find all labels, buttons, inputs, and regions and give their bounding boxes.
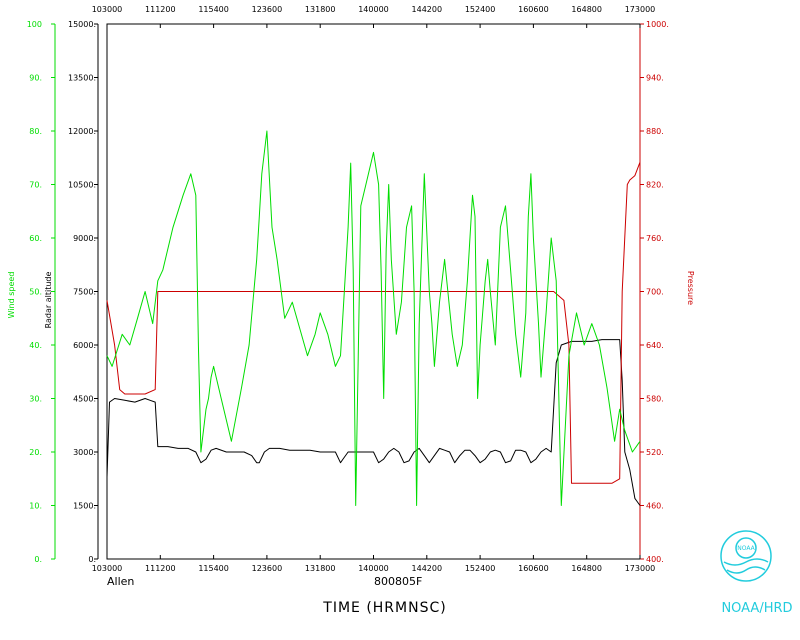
x-axis-bottom-tick-label: 115400 [198, 564, 229, 573]
wind-speed-axis-tick-label: 40. [29, 341, 42, 350]
pressure-axis-tick-label: 880. [646, 127, 664, 136]
x-axis-top-tick-label: 111200 [145, 5, 176, 14]
storm-name: Allen [107, 575, 134, 588]
x-axis-top-tick-label: 103000 [92, 5, 123, 14]
x-axis-bottom-tick-label: 111200 [145, 564, 176, 573]
radar-altitude-axis-tick-label: 7500. [73, 288, 96, 297]
x-axis-bottom-tick-label: 144200 [412, 564, 443, 573]
wind-speed-axis-tick-label: 0. [34, 555, 42, 564]
pressure-axis-tick-label: 460. [646, 502, 664, 511]
x-axis-top-tick-label: 144200 [412, 5, 443, 14]
pressure-axis-tick-label: 700. [646, 288, 664, 297]
x-axis-top-tick-label: 152400 [465, 5, 496, 14]
x-axis-top-tick-label: 123600 [252, 5, 283, 14]
pressure-axis-label: Pressure [686, 271, 695, 305]
x-axis-bottom-tick-label: 164800 [571, 564, 602, 573]
x-axis-top-tick-label: 164800 [571, 5, 602, 14]
pressure-axis-tick-label: 940. [646, 74, 664, 83]
wind-speed-axis-tick-label: 50. [29, 288, 42, 297]
wind-speed-axis-tick-label: 70. [29, 181, 42, 190]
x-axis-top-tick-label: 131800 [305, 5, 336, 14]
pressure-axis-tick-label: 760. [646, 234, 664, 243]
x-axis-top-tick-label: 173000 [625, 5, 656, 14]
x-axis-bottom-tick-label: 123600 [252, 564, 283, 573]
radar-altitude-axis-tick-label: 13500. [68, 74, 96, 83]
noaa-emblem-text: NOAA [737, 545, 755, 552]
x-axis-bottom-tick-label: 140000 [358, 564, 389, 573]
pressure-axis-tick-label: 1000. [646, 20, 669, 29]
pressure-axis-tick-label: 820. [646, 181, 664, 190]
wind-speed-axis-tick-label: 20. [29, 448, 42, 457]
pressure-axis-tick-label: 640. [646, 341, 664, 350]
wind-speed-axis-tick-label: 10. [29, 502, 42, 511]
pressure-axis-tick-label: 520. [646, 448, 664, 457]
x-axis-top-tick-label: 115400 [198, 5, 229, 14]
wind-speed-axis-tick-label: 30. [29, 395, 42, 404]
series-wind-speed-line [106, 130, 641, 506]
noaa-emblem-icon [720, 530, 772, 582]
radar-altitude-axis-tick-label: 3000. [73, 448, 96, 457]
noaa-logo: NOAA NOAA/HRD [720, 530, 793, 616]
radar-altitude-axis-tick-label: 6000. [73, 341, 96, 350]
radar-altitude-axis-tick-label: 10500. [68, 181, 96, 190]
radar-altitude-axis-tick-label: 0. [88, 555, 96, 564]
flight-id: 800805F [374, 575, 422, 588]
x-axis-top-tick-label: 140000 [358, 5, 389, 14]
x-axis-bottom-tick-label: 131800 [305, 564, 336, 573]
x-axis-top: 103000 111200 115400 123600 131800 140000 1442… [92, 5, 656, 28]
radar-altitude-axis-tick-label: 1500. [73, 502, 96, 511]
radar-altitude-axis-tick-label: 15000. [68, 20, 96, 29]
radar-altitude-axis-tick-label: 12000. [68, 127, 96, 136]
series-layer [106, 130, 641, 506]
pressure-axis: 400. 460. 520. 580. 640. 700. 760. 820. 880. 940.… [639, 20, 669, 564]
radar-altitude-axis-tick-label: 4500. [73, 395, 96, 404]
pressure-axis-tick-label: 580. [646, 395, 664, 404]
x-axis-bottom-tick-label: 103000 [92, 564, 123, 573]
wind-speed-axis: 0. 10. 20. 30. 40. 50. 60. 70. 80. 90. 100 [27, 20, 56, 564]
wind-speed-axis-tick-label: 60. [29, 234, 42, 243]
x-axis-bottom-tick-label: 160600 [518, 564, 549, 573]
wind-speed-axis-tick-label: 80. [29, 127, 42, 136]
wind-speed-axis-label: Wind speed [7, 272, 16, 319]
x-axis-bottom-tick-label: 173000 [625, 564, 656, 573]
radar-altitude-axis-label: Radar altitude [44, 272, 53, 329]
series-radar-altitude-line [106, 339, 641, 506]
radar-altitude-axis-tick-label: 9000. [73, 234, 96, 243]
radar-altitude-axis: 0. 1500. 3000. 4500. 6000. 7500. 9000. 10500. 12… [68, 20, 99, 564]
noaa-hrd-label: NOAA/HRD [721, 601, 792, 616]
pressure-axis-tick-label: 400. [646, 555, 664, 564]
x-axis-bottom-tick-label: 152400 [465, 564, 496, 573]
x-axis-bottom: 103000 111200 115400 123600 131800 140000 1442… [92, 555, 656, 573]
x-axis-top-tick-label: 160600 [518, 5, 549, 14]
wind-speed-axis-tick-label: 100 [27, 20, 42, 29]
series-pressure-line [106, 162, 641, 484]
wind-speed-axis-tick-label: 90. [29, 74, 42, 83]
x-axis-title: TIME (HRMNSC) [322, 600, 446, 616]
